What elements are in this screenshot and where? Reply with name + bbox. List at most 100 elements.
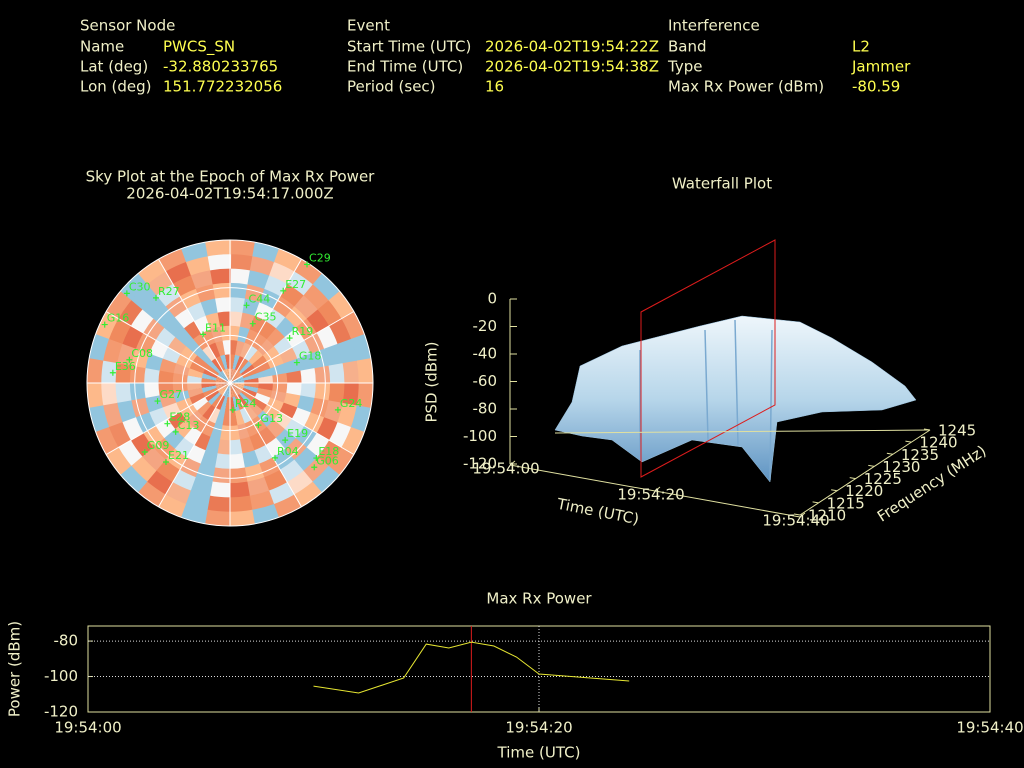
satellite-label: C44: [249, 292, 271, 305]
y-tick: [812, 501, 819, 504]
heat-cell: [185, 255, 212, 276]
heat-cell: [242, 387, 258, 399]
chart-title: Sky Plot at the Epoch of Max Rx Power: [86, 168, 376, 186]
heat-cell: [121, 416, 144, 441]
heat-cell: [279, 402, 299, 420]
heat-cell: [230, 380, 246, 384]
heat-cell: [171, 382, 188, 394]
heat-cell: [258, 383, 274, 392]
heat-cell: [228, 509, 256, 526]
field-value: 2026-04-02T19:54:22Z: [485, 38, 659, 56]
heat-cell: [118, 464, 148, 494]
satellite-label: R04: [277, 445, 299, 458]
heat-cell: [230, 377, 246, 383]
y-tick: [831, 489, 838, 492]
heat-cell: [87, 356, 104, 383]
heat-cell: [229, 467, 248, 485]
field-label: Max Rx Power (dBm): [668, 78, 824, 96]
heat-cell: [311, 465, 341, 495]
heat-cell: [230, 371, 242, 383]
satellite-label: E11: [205, 321, 226, 334]
heat-cell: [189, 476, 213, 497]
heat-cell: [100, 381, 118, 406]
heat-cell: [163, 316, 185, 338]
heat-cell: [316, 325, 339, 350]
heat-cell: [341, 311, 366, 341]
field-value: -32.880233765: [163, 58, 278, 76]
heat-cell: [240, 390, 256, 403]
heat-cell: [244, 377, 260, 384]
heat-cell: [237, 357, 250, 373]
y-tick-label: 1220: [845, 482, 883, 500]
heat-cell: [323, 400, 344, 424]
x-tick: [654, 486, 661, 492]
heat-cell: [230, 383, 246, 389]
y-axis-label: Power (dBm): [6, 621, 24, 717]
satellite: [334, 406, 341, 413]
heat-cell: [184, 490, 211, 511]
heat-cell: [214, 453, 230, 470]
heat-cell: [249, 314, 267, 334]
x-tick-label: 19:54:20: [617, 486, 684, 504]
heat-cell: [146, 270, 174, 296]
z-tick-label: -60: [473, 372, 498, 390]
satellite: [172, 428, 179, 435]
power-line: [313, 641, 630, 694]
heat-cell: [200, 382, 216, 389]
field-value: PWCS_SN: [163, 38, 235, 57]
field-label: Lat (deg): [80, 58, 148, 76]
surface-ridge: [704, 329, 709, 441]
field-value: Jammer: [851, 58, 911, 76]
y-tick-label: -100: [44, 667, 78, 685]
heat-cell: [128, 364, 146, 383]
satellite: [163, 459, 170, 466]
azimuth-line: [105, 311, 231, 384]
heat-cell: [237, 423, 250, 441]
surface: [554, 315, 917, 483]
satellite: [313, 455, 320, 462]
heat-cell: [239, 360, 253, 374]
heat-cell: [201, 404, 216, 422]
heat-cell: [164, 481, 191, 505]
heat-cell: [300, 367, 317, 384]
heat-cell: [258, 375, 274, 384]
heat-cell: [251, 397, 269, 412]
satellite-label: G09: [147, 439, 170, 452]
satellite: [272, 454, 279, 461]
field-label: Name: [80, 38, 124, 56]
satellite: [164, 420, 171, 427]
surface-ridge: [734, 319, 739, 446]
heat-cell: [286, 370, 303, 384]
heat-cell: [214, 382, 230, 386]
heat-cell: [200, 372, 217, 381]
heat-cell: [179, 345, 198, 362]
y-tick-label: 1230: [882, 458, 920, 476]
heat-cell: [272, 372, 289, 384]
z-tick-label: -80: [473, 400, 498, 418]
heat-cell: [229, 411, 238, 427]
heat-cell: [256, 387, 274, 399]
heat-cell: [200, 297, 219, 316]
satellite-label: C35: [255, 311, 277, 324]
azimuth-line: [229, 311, 355, 384]
heat-cell: [328, 290, 356, 320]
heat-cell: [246, 477, 270, 497]
heat-cell: [275, 428, 297, 450]
satellite: [304, 261, 311, 268]
heat-cell: [193, 432, 211, 452]
heat-cell: [105, 289, 133, 319]
heat-cell: [158, 392, 177, 408]
satellite-label: G16: [107, 312, 130, 325]
field-value: 16: [485, 78, 504, 96]
heat-cell: [158, 247, 188, 272]
heat-cell: [287, 270, 315, 297]
heat-cell: [224, 353, 231, 369]
heat-cell: [186, 374, 202, 383]
heat-cell: [219, 324, 231, 341]
heat-cell: [268, 482, 295, 506]
heat-cell: [262, 404, 281, 421]
y-tick: [886, 452, 893, 455]
chart-title: Waterfall Plot: [672, 175, 772, 193]
y-tick-label: 1245: [938, 422, 976, 440]
heat-cell: [107, 421, 131, 448]
